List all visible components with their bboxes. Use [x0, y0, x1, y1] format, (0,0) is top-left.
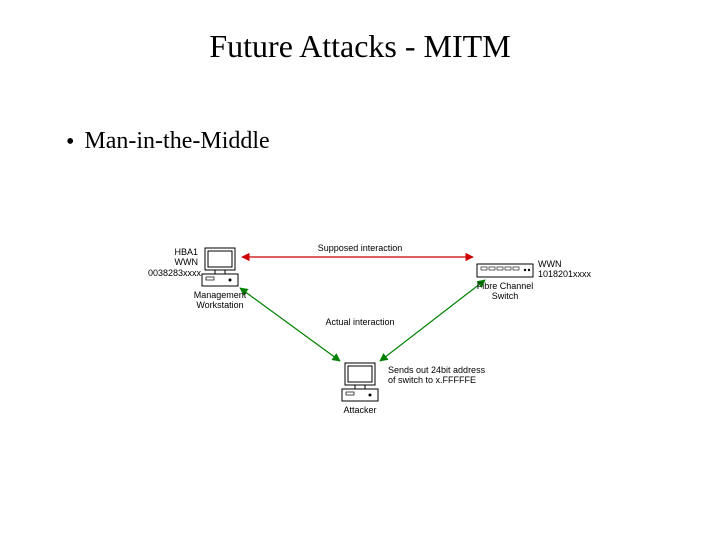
switch-side-label: WWN 1018201xxxx [538, 259, 608, 280]
attacker-side-label: Sends out 24bit address of switch to x.F… [388, 365, 518, 386]
attacker-below-label: Attacker [330, 405, 390, 415]
bullet-item: • Man-in-the-Middle [66, 128, 270, 155]
switch-below-label: Fibre Channel Switch [472, 281, 538, 302]
workstation-icon [202, 248, 238, 286]
bullet-text: Man-in-the-Middle [84, 128, 269, 154]
slide-title: Future Attacks - MITM [0, 28, 720, 65]
supposed-interaction-label: Supposed interaction [300, 243, 420, 253]
workstation-side-label: HBA1 WWN 0038283xxxx [148, 247, 198, 278]
switch-icon [477, 264, 533, 277]
bullet-dot-icon: • [66, 130, 74, 154]
workstation-below-label: Management Workstation [190, 290, 250, 311]
mitm-diagram: HBA1 WWN 0038283xxxx Management Workstat… [150, 235, 580, 435]
attacker-icon [342, 363, 378, 401]
actual-interaction-label: Actual interaction [310, 317, 410, 327]
